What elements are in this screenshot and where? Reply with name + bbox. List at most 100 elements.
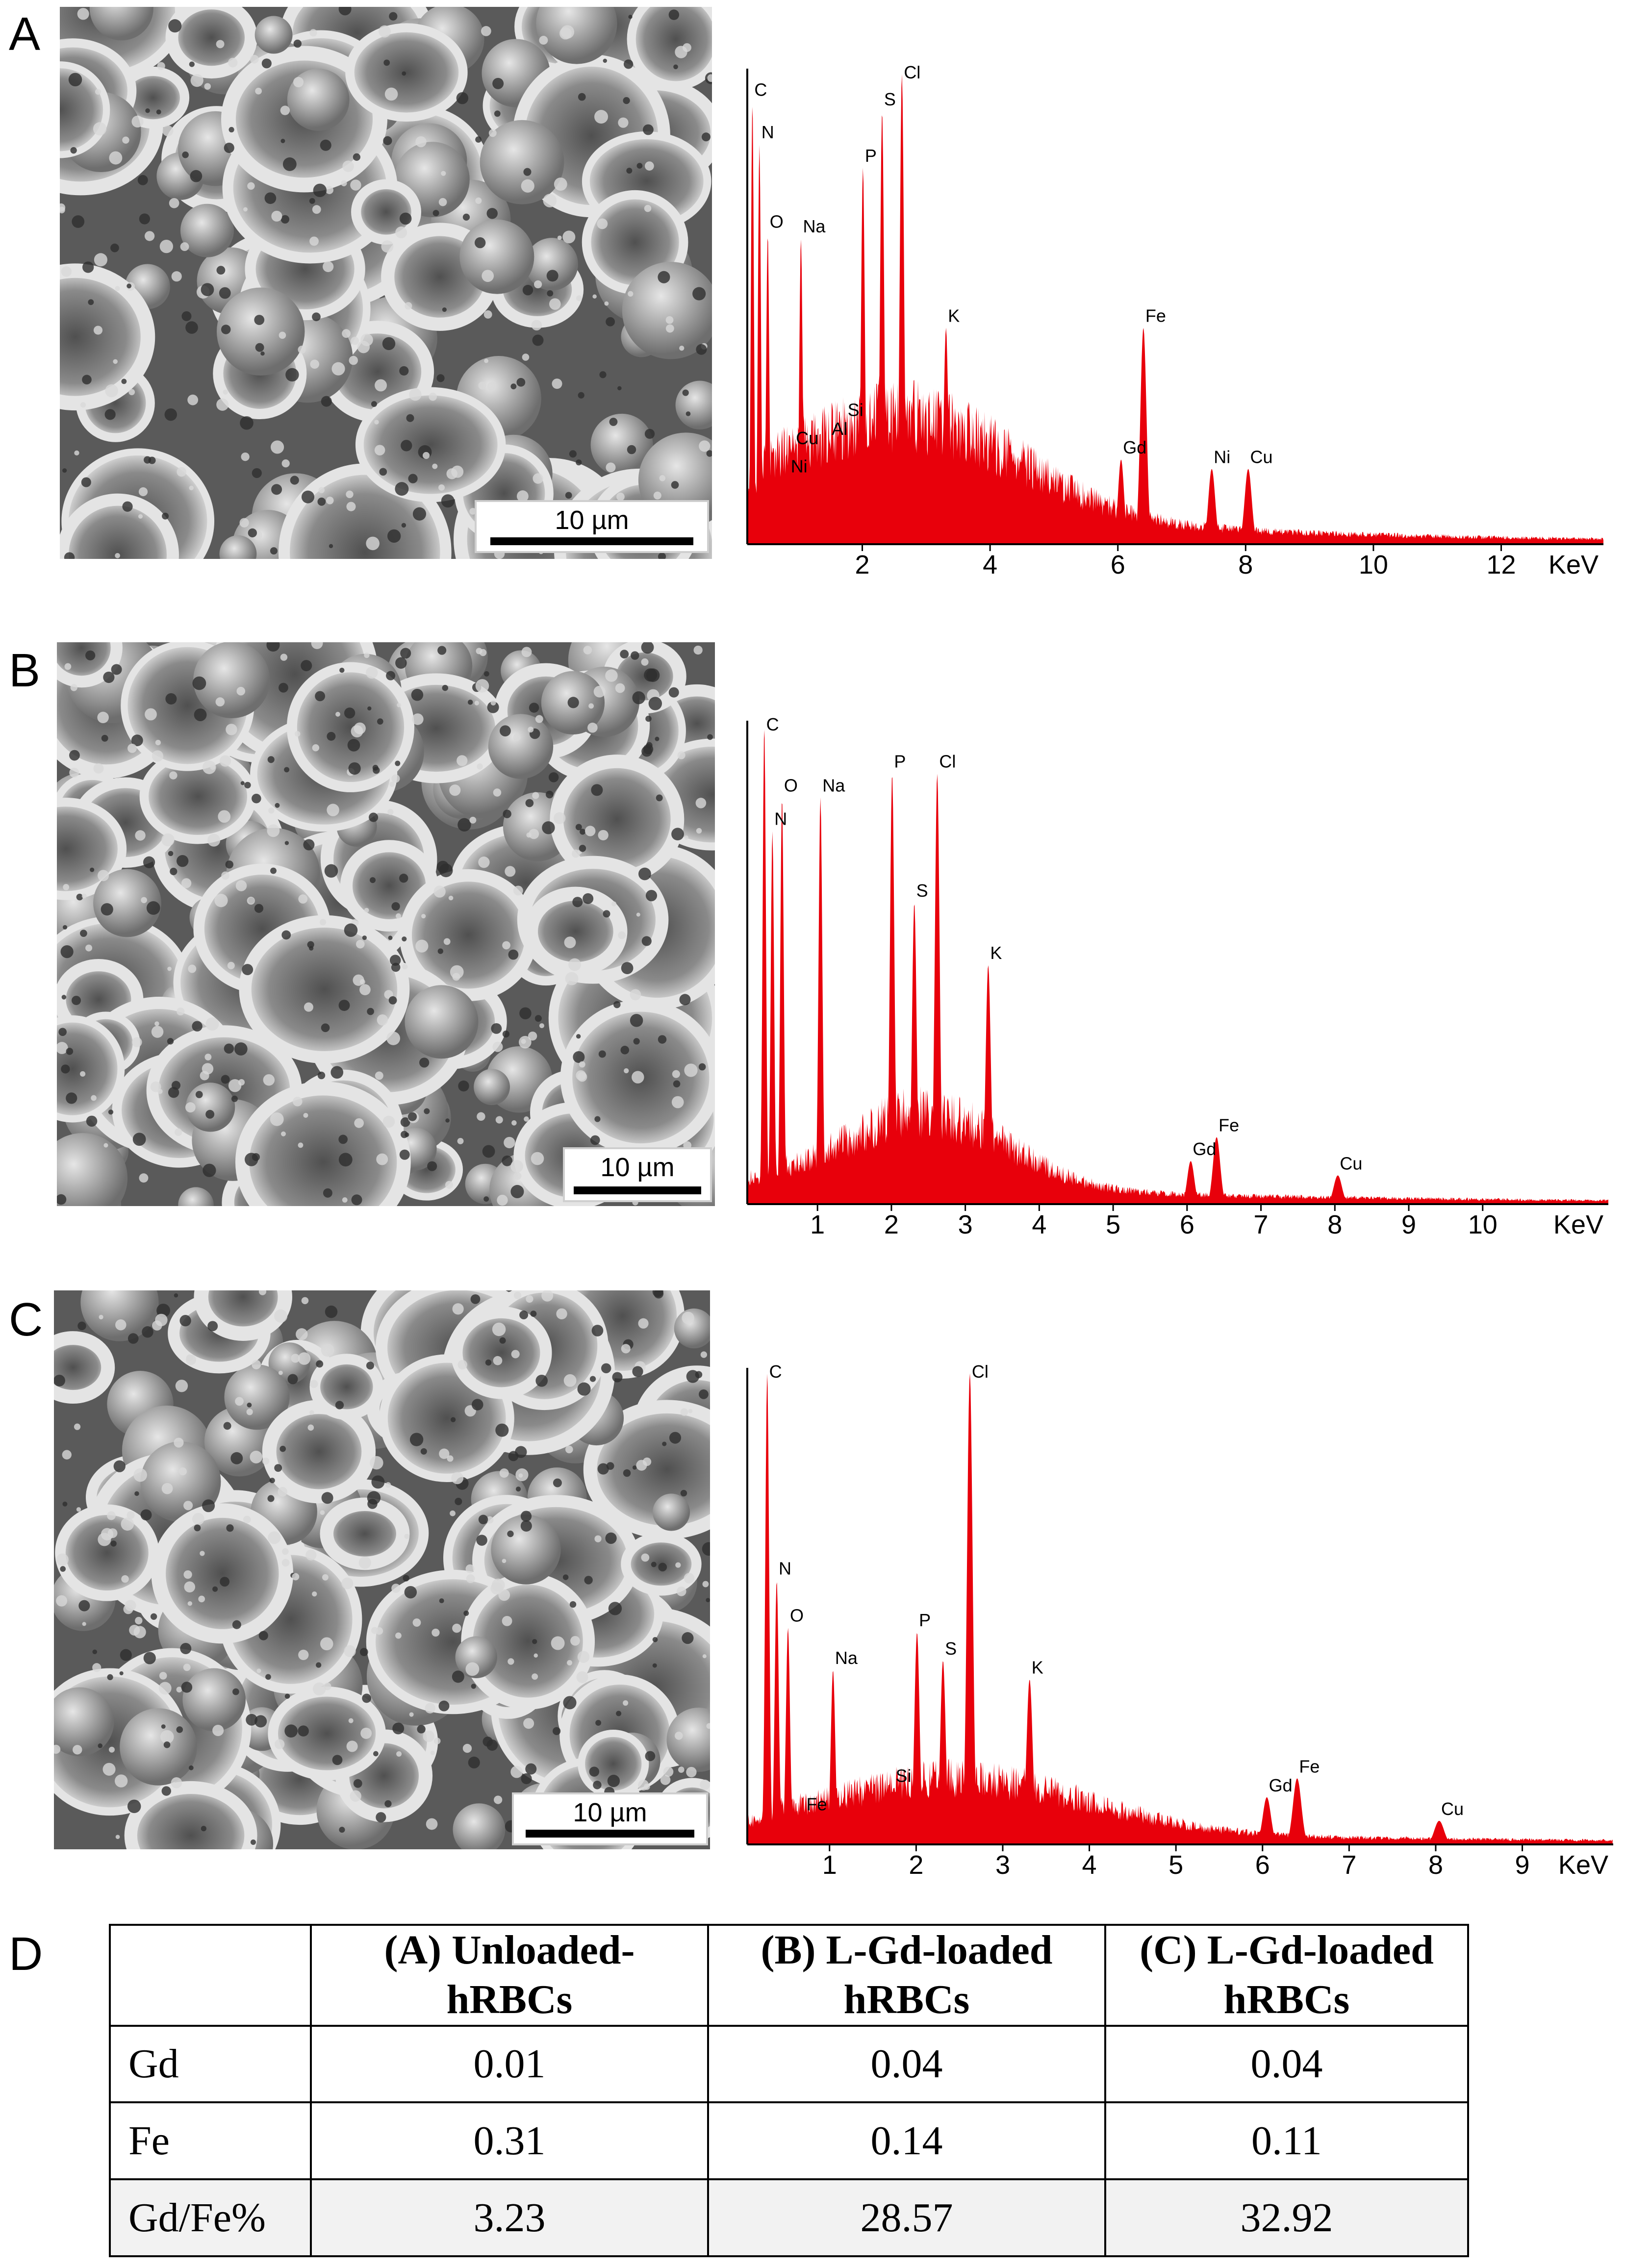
panel-label-a: A [9, 8, 41, 60]
peak-label: Gd [1123, 437, 1146, 457]
peak-label: O [770, 211, 784, 231]
table-row: Fe 0.31 0.14 0.11 [109, 2101, 1469, 2181]
x-tick-label: 4 [1082, 1850, 1097, 1880]
spectrum-area [747, 730, 1608, 1204]
peak-label: C [769, 1361, 782, 1382]
x-tick-label: 7 [1342, 1850, 1356, 1880]
peak-label: Fe [1299, 1756, 1320, 1776]
table-header-c-line2: hRBCs [1223, 1976, 1350, 2022]
peak-label: C [754, 80, 767, 100]
peak-label: K [990, 943, 1002, 963]
peak-label: Fe [1145, 305, 1166, 326]
table-header-c-line1: (C) L-Gd-loaded [1140, 1927, 1434, 1973]
x-axis-label: KeV [1553, 1210, 1603, 1239]
peak-label: Gd [1269, 1775, 1293, 1795]
peak-label: S [884, 89, 896, 109]
peak-label: Fe [807, 1794, 827, 1814]
peak-label: K [948, 305, 960, 326]
table-row-label: Gd [109, 2024, 312, 2104]
peak-label: Si [895, 1766, 911, 1786]
peak-label: Gd [1193, 1139, 1216, 1159]
peak-label: Cl [904, 62, 920, 82]
x-axis-label: KeV [1549, 550, 1599, 580]
results-table: (A) Unloaded-hRBCs (B) L-Gd-loaded hRBCs … [109, 1924, 1469, 2257]
x-tick-label: 5 [1106, 1210, 1120, 1239]
table-row: Gd/Fe% 3.23 28.57 32.92 [109, 2178, 1469, 2257]
sem-texture [60, 7, 712, 559]
peak-label: Na [803, 216, 826, 236]
table-header-b-line1: (B) L-Gd-loaded [761, 1927, 1053, 1973]
x-tick-label: 4 [1032, 1210, 1046, 1239]
peak-label: Cu [1340, 1153, 1362, 1173]
peak-label: Si [848, 400, 863, 420]
x-tick-label: 4 [983, 550, 997, 580]
table-cell: 0.04 [1104, 2024, 1469, 2104]
table-row: Gd 0.01 0.04 0.04 [109, 2024, 1469, 2104]
x-tick-label: 8 [1428, 1850, 1443, 1880]
x-tick-label: 6 [1255, 1850, 1270, 1880]
table-header-b-line2: hRBCs [843, 1976, 970, 2022]
table-cell: 0.11 [1104, 2101, 1469, 2181]
peak-label: C [766, 714, 779, 734]
peak-label: P [865, 146, 877, 166]
table-header-a-line2: hRBCs [446, 1976, 573, 2022]
spectrum-area [747, 74, 1603, 545]
table-cell: 3.23 [310, 2178, 709, 2257]
peak-label: S [916, 881, 928, 901]
sem-image-a [60, 7, 712, 559]
x-tick-label: 7 [1254, 1210, 1269, 1239]
table-header-row: (A) Unloaded-hRBCs (B) L-Gd-loaded hRBCs … [109, 1924, 1469, 2027]
scale-bar-c: 10 µm [512, 1792, 708, 1845]
peak-label: Na [835, 1648, 858, 1668]
x-tick-label: 8 [1327, 1210, 1342, 1239]
peak-label: Cl [972, 1361, 989, 1382]
x-tick-label: 8 [1238, 550, 1253, 580]
peak-label: P [919, 1610, 931, 1630]
peak-label: N [774, 809, 787, 829]
table-cell: 0.14 [707, 2101, 1106, 2181]
peak-label: N [779, 1558, 791, 1578]
x-tick-label: 1 [810, 1210, 825, 1239]
table-cell: 28.57 [707, 2178, 1106, 2257]
table-header-c: (C) L-Gd-loaded hRBCs [1104, 1924, 1469, 2027]
table-cell: 0.04 [707, 2024, 1106, 2104]
table-cell: 32.92 [1104, 2178, 1469, 2257]
x-tick-label: 2 [855, 550, 870, 580]
x-tick-label: 2 [909, 1850, 923, 1880]
sem-image-c [54, 1290, 710, 1849]
x-tick-label: 5 [1168, 1850, 1183, 1880]
peak-label: Ni [1214, 447, 1230, 467]
x-tick-label: 9 [1515, 1850, 1530, 1880]
peak-label: P [894, 752, 906, 772]
table-cell: 0.31 [310, 2101, 709, 2181]
sem-texture [57, 642, 715, 1206]
panel-label-d: D [9, 1928, 43, 1980]
peak-label: Ni [791, 456, 808, 477]
panel-label-b: B [9, 644, 41, 697]
scale-bar-label-b: 10 µm [600, 1153, 675, 1182]
x-tick-label: 2 [884, 1210, 899, 1239]
sem-image-b [57, 642, 715, 1206]
x-tick-label: 6 [1111, 550, 1125, 580]
peak-label: Cl [939, 752, 956, 772]
table-header-b: (B) L-Gd-loaded hRBCs [707, 1924, 1106, 2027]
table-header-empty [109, 1924, 312, 2027]
peak-label: O [790, 1605, 804, 1625]
x-tick-label: 10 [1468, 1210, 1498, 1239]
peak-label: Cu [1250, 447, 1273, 467]
table-header-a: (A) Unloaded-hRBCs [310, 1924, 709, 2027]
x-tick-label: 12 [1486, 550, 1516, 580]
scale-bar-line-b [573, 1186, 702, 1194]
table-cell: 0.01 [310, 2024, 709, 2104]
x-tick-label: 3 [995, 1850, 1010, 1880]
peak-label: O [784, 775, 798, 795]
x-axis-label: KeV [1558, 1850, 1608, 1880]
scale-bar-a: 10 µm [475, 500, 709, 553]
peak-label: N [762, 122, 774, 142]
x-tick-label: 6 [1180, 1210, 1194, 1239]
table-row-label: Gd/Fe% [109, 2178, 312, 2257]
sem-texture [54, 1290, 710, 1849]
panel-label-c: C [9, 1293, 43, 1346]
spectrum-area [747, 1373, 1613, 1844]
scale-bar-line-c [525, 1830, 695, 1838]
